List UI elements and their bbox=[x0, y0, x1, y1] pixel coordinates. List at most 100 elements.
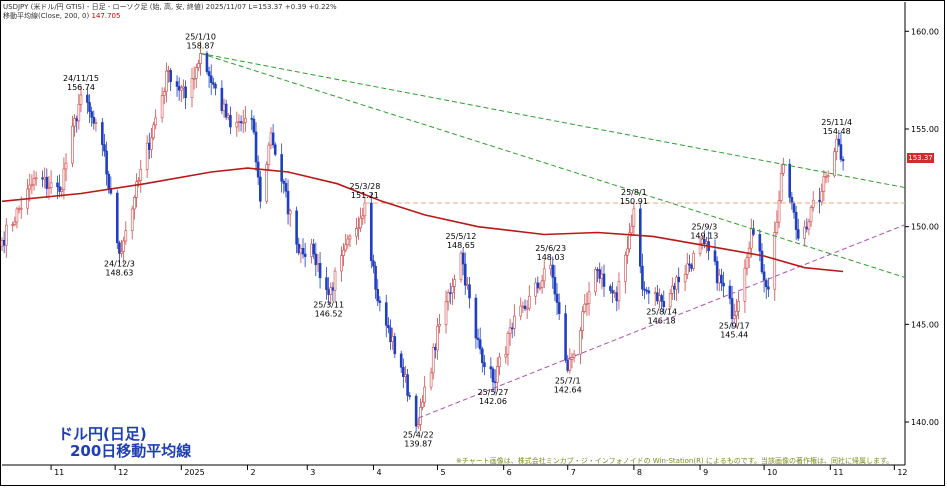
candle-up bbox=[581, 311, 584, 331]
candle-down bbox=[805, 226, 809, 230]
annotation-date: 25/5/12 bbox=[446, 232, 477, 241]
candle-up bbox=[244, 117, 247, 123]
candle-up bbox=[683, 273, 687, 283]
x-tick-label: 2025 bbox=[184, 468, 204, 477]
candle-up bbox=[519, 305, 523, 317]
candle-up bbox=[391, 336, 394, 343]
candle-down bbox=[389, 327, 392, 343]
x-tick-label: 11 bbox=[833, 468, 843, 477]
candle-down bbox=[303, 253, 307, 257]
candle-down bbox=[660, 295, 663, 302]
candle-down bbox=[478, 339, 482, 350]
x-tick-label: 6 bbox=[507, 468, 512, 477]
x-tick-label: 12 bbox=[897, 468, 907, 477]
candle-up bbox=[803, 226, 806, 239]
candle-down bbox=[282, 180, 286, 184]
annotation-date: 25/9/3 bbox=[691, 223, 717, 232]
candle-down bbox=[688, 263, 691, 266]
candle-down bbox=[75, 118, 79, 122]
candle-down bbox=[474, 297, 478, 339]
candle-up bbox=[180, 87, 183, 91]
candle-up bbox=[579, 330, 582, 355]
candle-up bbox=[466, 284, 469, 287]
candle-down bbox=[564, 313, 567, 361]
candle-down bbox=[314, 253, 318, 266]
annotation-price: 158.87 bbox=[187, 41, 215, 50]
candle-up bbox=[73, 118, 76, 127]
candle-up bbox=[404, 374, 407, 377]
candle-down bbox=[414, 395, 418, 427]
candle-up bbox=[459, 252, 463, 280]
candle-down bbox=[690, 264, 693, 269]
x-tick-label: 5 bbox=[440, 468, 445, 477]
annotation-price: 146.52 bbox=[315, 310, 343, 319]
candle-up bbox=[133, 197, 136, 210]
candle-down bbox=[103, 144, 106, 152]
candle-up bbox=[160, 95, 164, 119]
candle-up bbox=[513, 315, 516, 329]
candle-up bbox=[199, 53, 202, 64]
candle-up bbox=[632, 208, 636, 227]
candle-down bbox=[2, 240, 6, 246]
candle-down bbox=[45, 176, 49, 189]
candle-up bbox=[745, 257, 749, 269]
candle-down bbox=[325, 277, 328, 290]
annotation-price: 149.13 bbox=[690, 232, 718, 241]
candle-up bbox=[824, 176, 828, 178]
trend-line bbox=[200, 52, 906, 189]
candle-down bbox=[209, 75, 213, 83]
candle-down bbox=[677, 276, 681, 283]
candle-up bbox=[498, 356, 501, 367]
candle-down bbox=[752, 228, 755, 235]
candle-down bbox=[641, 265, 644, 290]
annotation-date: 25/8/1 bbox=[621, 188, 647, 197]
candle-up bbox=[19, 207, 23, 210]
candle-up bbox=[807, 221, 811, 230]
y-tick-label: 160.00 bbox=[911, 27, 939, 36]
candle-up bbox=[717, 274, 721, 284]
candle-down bbox=[491, 368, 495, 383]
candle-up bbox=[835, 138, 838, 153]
candle-down bbox=[372, 260, 375, 267]
candle-down bbox=[602, 273, 606, 287]
candle-down bbox=[762, 271, 766, 281]
annotation-date: 25/3/11 bbox=[313, 301, 344, 310]
candle-up bbox=[15, 208, 19, 223]
annotation-date: 25/3/28 bbox=[349, 182, 380, 191]
candle-up bbox=[346, 238, 350, 246]
y-tick-label: 150.00 bbox=[911, 223, 939, 232]
candle-down bbox=[758, 234, 762, 252]
candle-up bbox=[521, 305, 525, 308]
candle-down bbox=[384, 302, 388, 326]
candle-up bbox=[527, 295, 531, 309]
candle-down bbox=[615, 292, 619, 302]
candle-down bbox=[205, 53, 209, 72]
candle-up bbox=[587, 291, 591, 304]
candle-down bbox=[611, 290, 614, 294]
candle-down bbox=[408, 395, 412, 397]
candle-down bbox=[839, 144, 843, 160]
candle-down bbox=[318, 262, 322, 278]
y-tick-label: 140.00 bbox=[911, 418, 939, 427]
candle-up bbox=[77, 104, 81, 122]
candle-down bbox=[273, 144, 277, 155]
candle-up bbox=[269, 132, 273, 146]
candle-down bbox=[551, 264, 555, 278]
candle-up bbox=[583, 303, 587, 312]
candle-up bbox=[737, 301, 740, 312]
candle-up bbox=[288, 210, 292, 215]
candle-down bbox=[728, 285, 732, 299]
candle-down bbox=[214, 84, 217, 89]
candle-up bbox=[182, 86, 185, 89]
x-tick-label: 10 bbox=[767, 468, 777, 477]
annotation-date: 24/11/15 bbox=[63, 74, 99, 83]
candle-up bbox=[190, 78, 194, 99]
candle-down bbox=[402, 367, 405, 377]
candle-down bbox=[105, 150, 108, 175]
candle-up bbox=[139, 169, 143, 181]
moving-average-line bbox=[1, 167, 844, 273]
annotation-price: 151.21 bbox=[351, 191, 379, 200]
candle-down bbox=[284, 183, 288, 192]
candle-down bbox=[461, 252, 465, 265]
candle-down bbox=[90, 111, 93, 118]
